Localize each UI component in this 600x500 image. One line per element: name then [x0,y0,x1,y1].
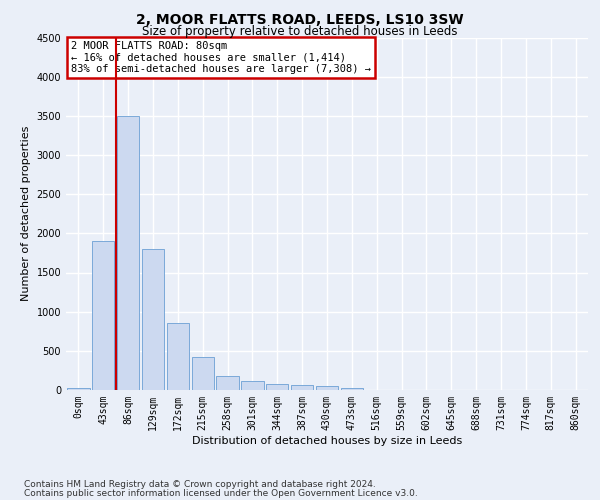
Bar [291,386,313,390]
X-axis label: Distribution of detached houses by size in Leeds: Distribution of detached houses by size … [192,436,462,446]
Bar [341,388,363,390]
Bar [92,241,115,390]
Bar [142,249,164,390]
Text: Contains public sector information licensed under the Open Government Licence v3: Contains public sector information licen… [24,488,418,498]
Bar [117,116,139,390]
Text: Size of property relative to detached houses in Leeds: Size of property relative to detached ho… [142,25,458,38]
Bar [241,382,263,390]
Bar [217,376,239,390]
Bar [266,384,289,390]
Text: Contains HM Land Registry data © Crown copyright and database right 2024.: Contains HM Land Registry data © Crown c… [24,480,376,489]
Bar [167,324,189,390]
Bar [316,386,338,390]
Bar [67,388,89,390]
Bar [191,356,214,390]
Y-axis label: Number of detached properties: Number of detached properties [21,126,31,302]
Text: 2, MOOR FLATTS ROAD, LEEDS, LS10 3SW: 2, MOOR FLATTS ROAD, LEEDS, LS10 3SW [136,12,464,26]
Text: 2 MOOR FLATTS ROAD: 80sqm
← 16% of detached houses are smaller (1,414)
83% of se: 2 MOOR FLATTS ROAD: 80sqm ← 16% of detac… [71,41,371,74]
